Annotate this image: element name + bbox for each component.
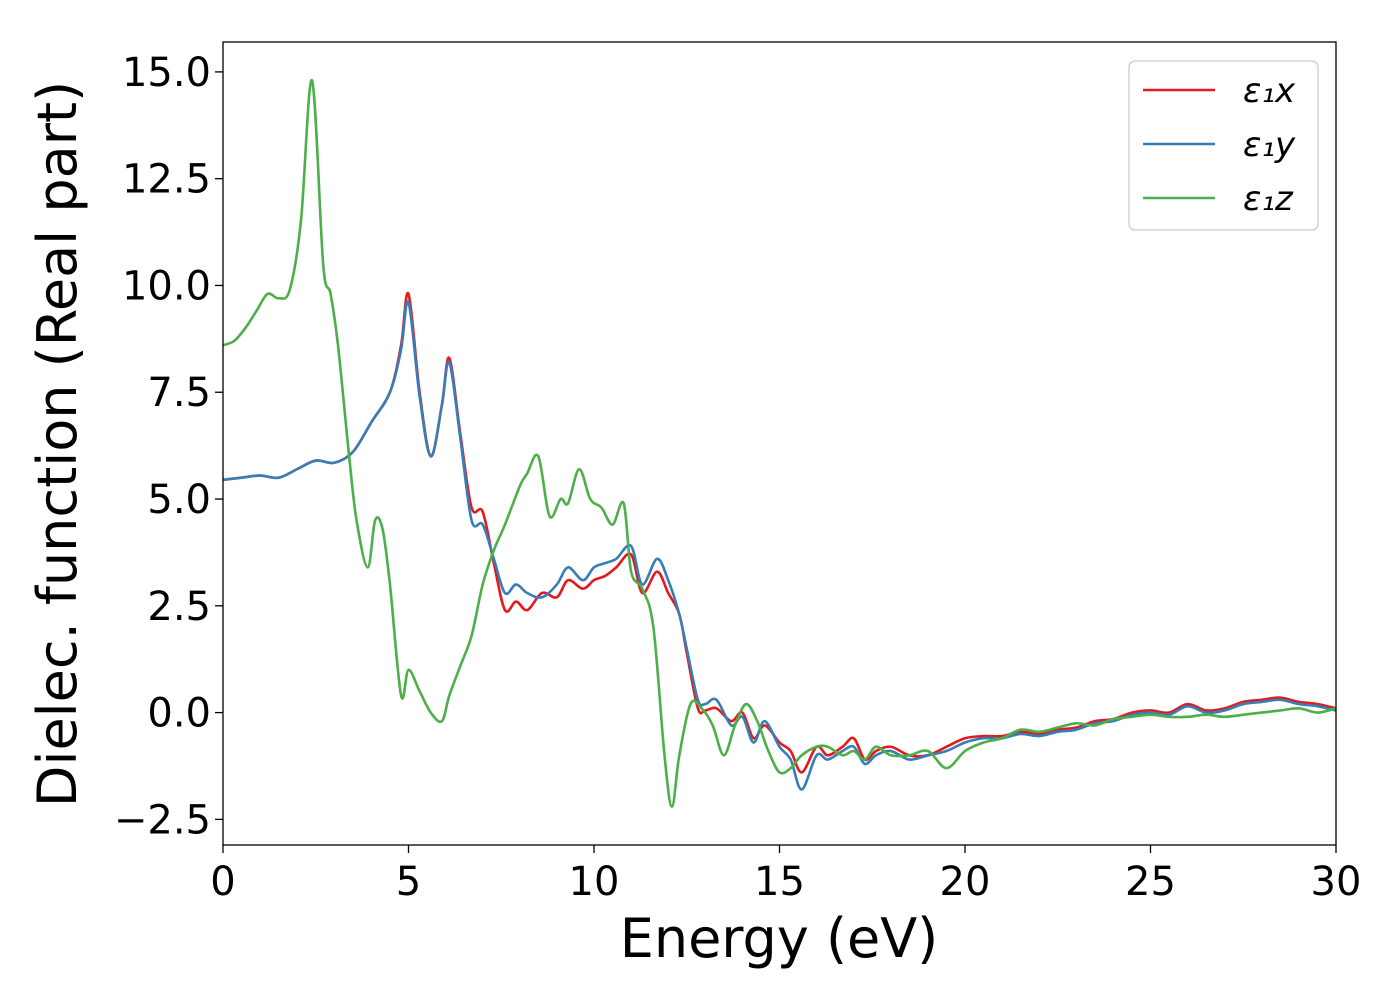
y-tick-label: 0.0 <box>147 691 211 737</box>
legend-label-3: ε₁z <box>1243 179 1294 219</box>
x-axis-label: Energy (eV) <box>620 907 939 970</box>
x-tick-label: 30 <box>1311 859 1362 905</box>
legend-label-2: ε₁y <box>1243 125 1296 165</box>
y-axis-label: Dielec. function (Real part) <box>26 81 89 807</box>
series-layer <box>223 79 1336 808</box>
y-tick-label: 7.5 <box>147 370 211 416</box>
x-tick-label: 5 <box>396 859 421 905</box>
legend-box <box>1128 60 1319 231</box>
x-ticks: 0 5 10 15 20 25 30 <box>210 845 1361 905</box>
y-tick-label: 12.5 <box>122 157 211 203</box>
y-tick-label: 15.0 <box>122 50 211 96</box>
x-tick-label: 0 <box>210 859 235 905</box>
legend: ε₁x ε₁y ε₁z <box>1128 60 1319 231</box>
y-tick-label: 5.0 <box>147 477 211 523</box>
y-ticks: −2.5 0.0 2.5 5.0 7.5 10.0 12.5 15.0 <box>114 50 223 843</box>
x-tick-label: 15 <box>754 859 805 905</box>
x-tick-label: 25 <box>1125 859 1176 905</box>
series-line-2 <box>223 300 1336 791</box>
x-tick-label: 20 <box>940 859 991 905</box>
series-line-3 <box>223 79 1336 808</box>
y-tick-label: −2.5 <box>114 797 211 843</box>
x-tick-label: 10 <box>569 859 620 905</box>
legend-label-1: ε₁x <box>1243 71 1296 111</box>
y-tick-label: 2.5 <box>147 584 211 630</box>
y-tick-label: 10.0 <box>122 263 211 309</box>
